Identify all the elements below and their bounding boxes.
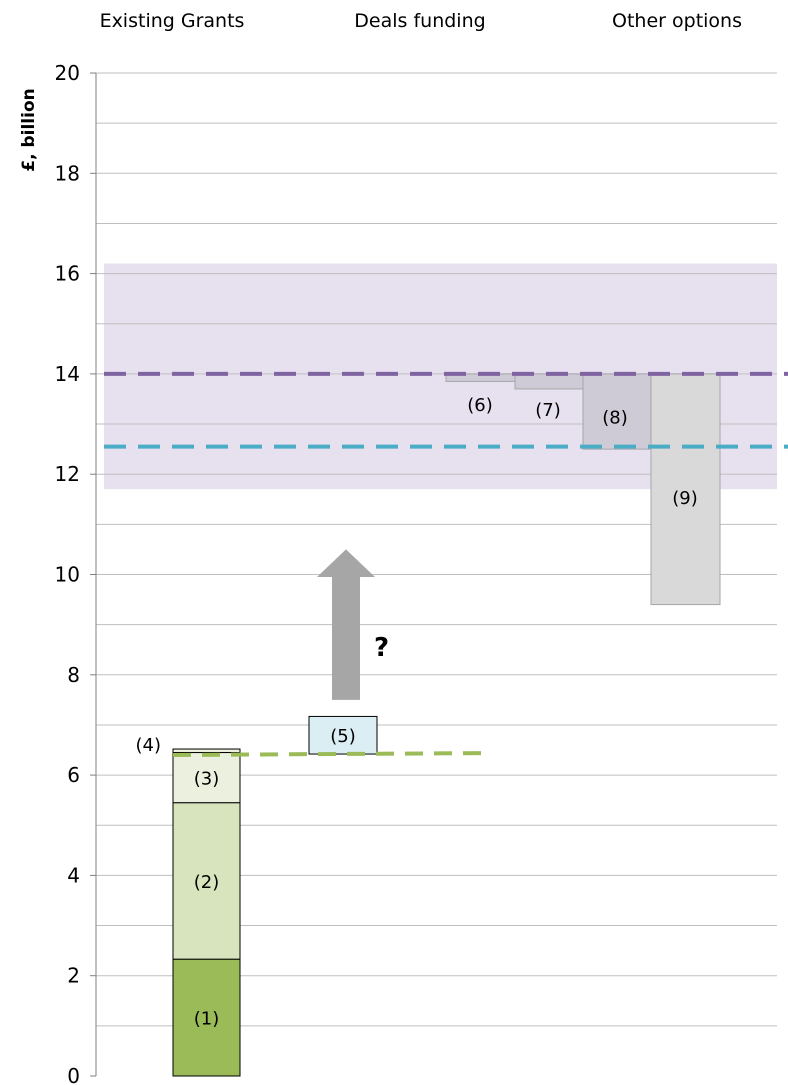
y-tick-label: 2 bbox=[67, 964, 80, 988]
bars bbox=[172, 373, 721, 1077]
bar-label: (8) bbox=[602, 408, 628, 429]
stack-segment bbox=[172, 752, 241, 804]
y-tick-label: 8 bbox=[67, 663, 80, 687]
up-arrow-icon bbox=[317, 549, 375, 700]
y-tick-label: 6 bbox=[67, 763, 80, 787]
y-axis-label: £, billion bbox=[19, 88, 39, 171]
category-label: Deals funding bbox=[354, 10, 485, 32]
category-label: Other options bbox=[612, 10, 742, 32]
other-option-bar bbox=[582, 373, 653, 450]
bar-label: (3) bbox=[194, 769, 220, 790]
y-tick-label: 16 bbox=[55, 262, 80, 286]
bar-labels: (1) (2) (3) (4) (5) (6) (7) (8) (9) bbox=[136, 395, 698, 1030]
deals-funding-bar bbox=[308, 715, 378, 755]
y-tick-label: 10 bbox=[55, 563, 80, 587]
stack-segment bbox=[172, 802, 241, 960]
other-option-bar bbox=[514, 373, 585, 390]
question-mark-label: ? bbox=[374, 633, 389, 663]
bar-label: (9) bbox=[672, 488, 698, 509]
y-tick-label: 12 bbox=[55, 462, 80, 486]
y-tick-label: 18 bbox=[55, 161, 80, 185]
category-label: Existing Grants bbox=[100, 10, 245, 32]
y-tick-label: 14 bbox=[55, 362, 80, 386]
bar-label: (4) bbox=[136, 735, 162, 756]
bar-label: (6) bbox=[467, 395, 493, 416]
stack-segment bbox=[172, 748, 241, 754]
bar-label: (2) bbox=[194, 872, 220, 893]
bar-label: (7) bbox=[535, 400, 561, 421]
y-axis-ticks: 0 2 4 6 8 10 12 14 16 18 20 bbox=[55, 61, 96, 1085]
bar-label: (1) bbox=[194, 1009, 220, 1030]
y-tick-label: 0 bbox=[67, 1064, 80, 1085]
reference-line bbox=[172, 751, 489, 758]
other-option-bar bbox=[650, 373, 721, 606]
y-tick-label: 20 bbox=[55, 61, 80, 85]
bar-label: (5) bbox=[330, 726, 356, 747]
y-tick-label: 4 bbox=[67, 863, 80, 887]
